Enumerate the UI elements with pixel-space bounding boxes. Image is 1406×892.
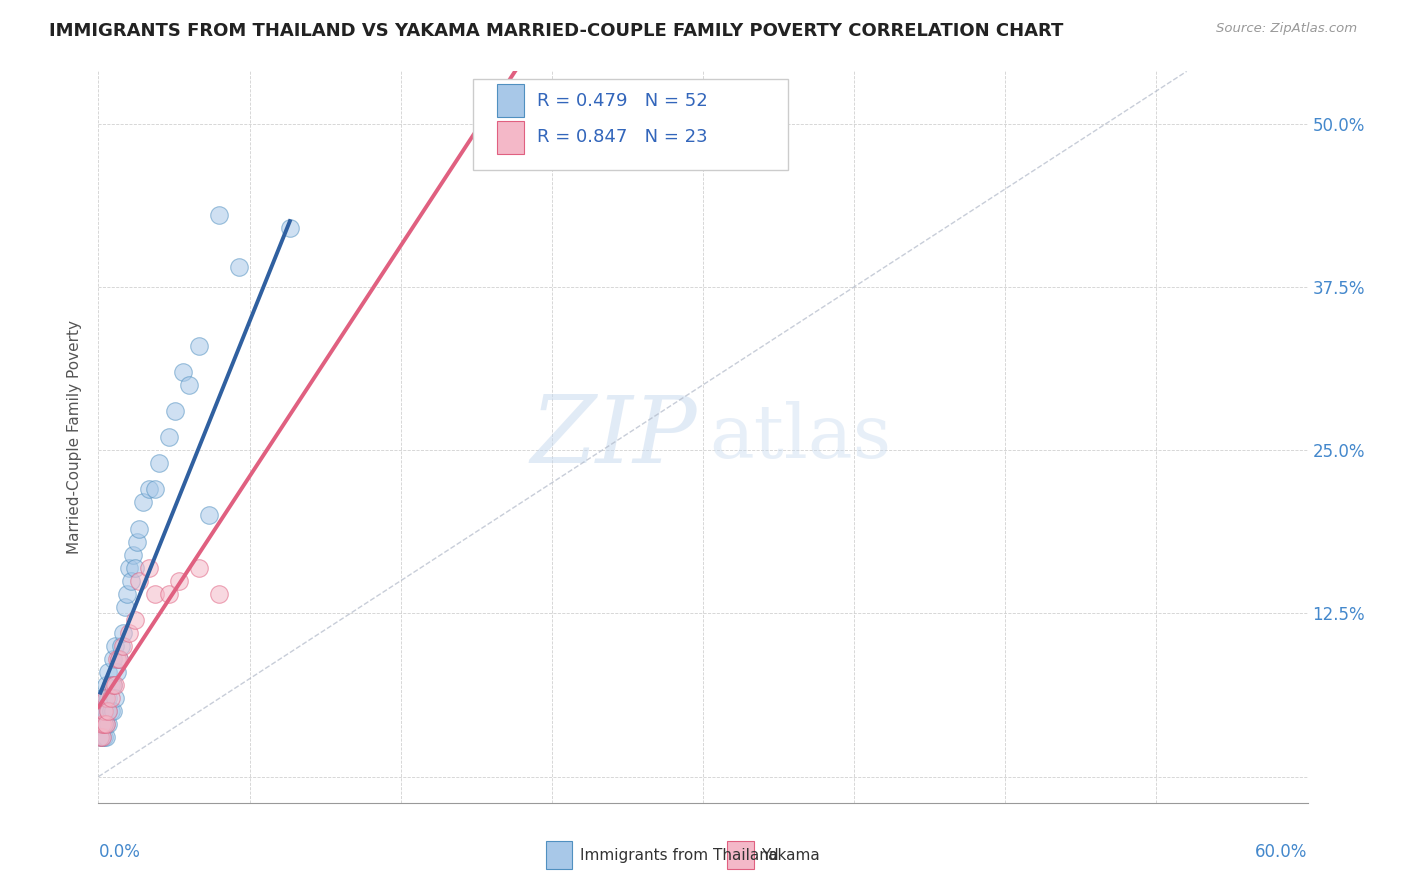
FancyBboxPatch shape xyxy=(498,84,524,117)
Point xyxy=(93,691,115,706)
Point xyxy=(167,574,190,588)
Point xyxy=(89,705,111,719)
Point xyxy=(96,691,118,706)
Point xyxy=(89,717,111,731)
Text: IMMIGRANTS FROM THAILAND VS YAKAMA MARRIED-COUPLE FAMILY POVERTY CORRELATION CHA: IMMIGRANTS FROM THAILAND VS YAKAMA MARRI… xyxy=(49,22,1063,40)
Point xyxy=(157,587,180,601)
Point xyxy=(93,717,115,731)
FancyBboxPatch shape xyxy=(546,841,572,869)
Point xyxy=(125,534,148,549)
Point xyxy=(96,731,118,745)
Point xyxy=(172,365,194,379)
Point xyxy=(188,560,211,574)
Y-axis label: Married-Couple Family Poverty: Married-Couple Family Poverty xyxy=(67,320,83,554)
Point xyxy=(118,560,141,574)
Point xyxy=(97,705,120,719)
Point xyxy=(101,678,124,692)
FancyBboxPatch shape xyxy=(474,78,787,170)
Text: Immigrants from Thailand: Immigrants from Thailand xyxy=(579,848,779,863)
Point xyxy=(100,705,122,719)
Text: atlas: atlas xyxy=(709,401,891,474)
Point xyxy=(97,717,120,731)
Point xyxy=(96,717,118,731)
Point xyxy=(101,678,124,692)
Point xyxy=(89,731,111,745)
Point xyxy=(198,508,221,523)
Point xyxy=(91,731,114,745)
Point xyxy=(91,705,114,719)
Point xyxy=(124,560,146,574)
Point xyxy=(110,639,132,653)
Point xyxy=(143,587,166,601)
Point xyxy=(93,705,115,719)
Text: 0.0%: 0.0% xyxy=(98,843,141,861)
Point xyxy=(111,639,134,653)
Point xyxy=(105,665,128,680)
Point xyxy=(157,430,180,444)
Point xyxy=(100,678,122,692)
Point xyxy=(96,717,118,731)
Point xyxy=(105,652,128,666)
Point xyxy=(278,221,301,235)
Point xyxy=(93,731,115,745)
Point xyxy=(120,574,142,588)
Point xyxy=(148,456,170,470)
Point xyxy=(101,705,124,719)
Point xyxy=(91,717,114,731)
Text: 60.0%: 60.0% xyxy=(1256,843,1308,861)
Point xyxy=(228,260,250,275)
Point xyxy=(208,208,231,222)
Text: ZIP: ZIP xyxy=(530,392,697,482)
Point xyxy=(138,560,160,574)
Text: R = 0.479   N = 52: R = 0.479 N = 52 xyxy=(537,92,709,110)
Point xyxy=(103,691,125,706)
Point xyxy=(93,705,115,719)
Point xyxy=(143,483,166,497)
Point xyxy=(179,377,201,392)
Point xyxy=(124,613,146,627)
Point xyxy=(111,626,134,640)
Point xyxy=(114,599,136,614)
Point xyxy=(132,495,155,509)
Point xyxy=(89,731,111,745)
Point xyxy=(97,665,120,680)
Point xyxy=(128,521,150,535)
Point xyxy=(97,691,120,706)
Point xyxy=(107,652,129,666)
Point xyxy=(163,404,186,418)
Point xyxy=(101,652,124,666)
Point xyxy=(96,705,118,719)
Point xyxy=(138,483,160,497)
Point xyxy=(107,652,129,666)
Point xyxy=(91,717,114,731)
Point xyxy=(103,678,125,692)
Text: R = 0.847   N = 23: R = 0.847 N = 23 xyxy=(537,128,709,146)
Point xyxy=(93,717,115,731)
Point xyxy=(188,339,211,353)
Text: Source: ZipAtlas.com: Source: ZipAtlas.com xyxy=(1216,22,1357,36)
Point xyxy=(121,548,143,562)
Point xyxy=(103,639,125,653)
Point xyxy=(91,691,114,706)
Point xyxy=(91,731,114,745)
FancyBboxPatch shape xyxy=(498,120,524,153)
Point xyxy=(118,626,141,640)
Point xyxy=(115,587,138,601)
Text: Yakama: Yakama xyxy=(761,848,820,863)
Point xyxy=(97,705,120,719)
Point xyxy=(208,587,231,601)
FancyBboxPatch shape xyxy=(727,841,754,869)
Point xyxy=(96,678,118,692)
Point xyxy=(100,691,122,706)
Point xyxy=(249,822,271,836)
Point xyxy=(128,574,150,588)
